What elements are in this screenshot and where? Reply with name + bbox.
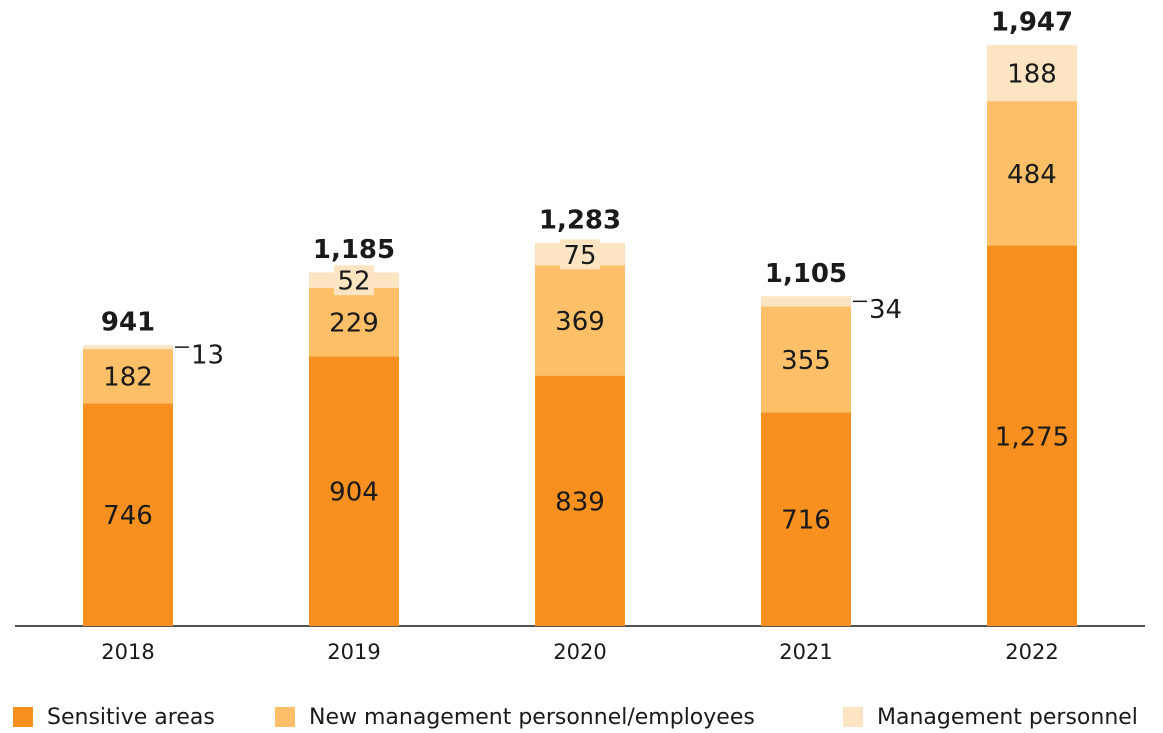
bar-segment (535, 265, 625, 376)
data-label: 746 (103, 501, 153, 531)
bar-segment (309, 287, 399, 357)
legend-label: Sensitive areas (47, 705, 215, 730)
data-label: 52 (337, 267, 370, 297)
bar-segment (83, 403, 173, 626)
legend-label: Management personnel (877, 705, 1138, 730)
total-label: 1,947 (991, 8, 1073, 38)
total-label: 1,185 (313, 235, 395, 265)
data-label: 355 (781, 346, 831, 376)
x-tick-label: 2018 (101, 640, 154, 664)
bar-segment (987, 101, 1077, 246)
legend-swatch (275, 707, 295, 727)
bar-segment (83, 349, 173, 404)
legend-swatch (13, 707, 33, 727)
data-label: 484 (1007, 160, 1057, 190)
bar-segment (309, 356, 399, 626)
data-label: 369 (555, 307, 605, 337)
data-label: 904 (329, 478, 379, 508)
label-bg (334, 265, 374, 296)
bar-segment (761, 306, 851, 413)
total-label: 941 (101, 308, 155, 338)
label-bg (560, 239, 600, 270)
total-label: 1,283 (539, 206, 621, 236)
bar-segment (535, 375, 625, 626)
bar-segment (987, 245, 1077, 627)
bar-segment (83, 345, 173, 350)
data-label: 75 (563, 241, 596, 271)
x-tick-label: 2022 (1005, 640, 1058, 664)
bar-segment (761, 296, 851, 307)
data-label: 1,275 (995, 422, 1069, 452)
data-label: 839 (555, 487, 605, 517)
legend-swatch (843, 707, 863, 727)
data-label: 188 (1007, 60, 1057, 90)
x-tick-label: 2019 (327, 640, 380, 664)
data-label: 229 (329, 309, 379, 339)
data-label: 716 (781, 506, 831, 536)
data-label: 34 (869, 295, 902, 325)
data-label: 182 (103, 363, 153, 393)
bar-segment (761, 412, 851, 626)
total-label: 1,105 (765, 259, 847, 289)
x-tick-label: 2020 (553, 640, 606, 664)
bar-segment (987, 45, 1077, 102)
data-label: 13 (191, 341, 224, 371)
legend-label: New management personnel/employees (309, 705, 755, 730)
x-tick-label: 2021 (779, 640, 832, 664)
